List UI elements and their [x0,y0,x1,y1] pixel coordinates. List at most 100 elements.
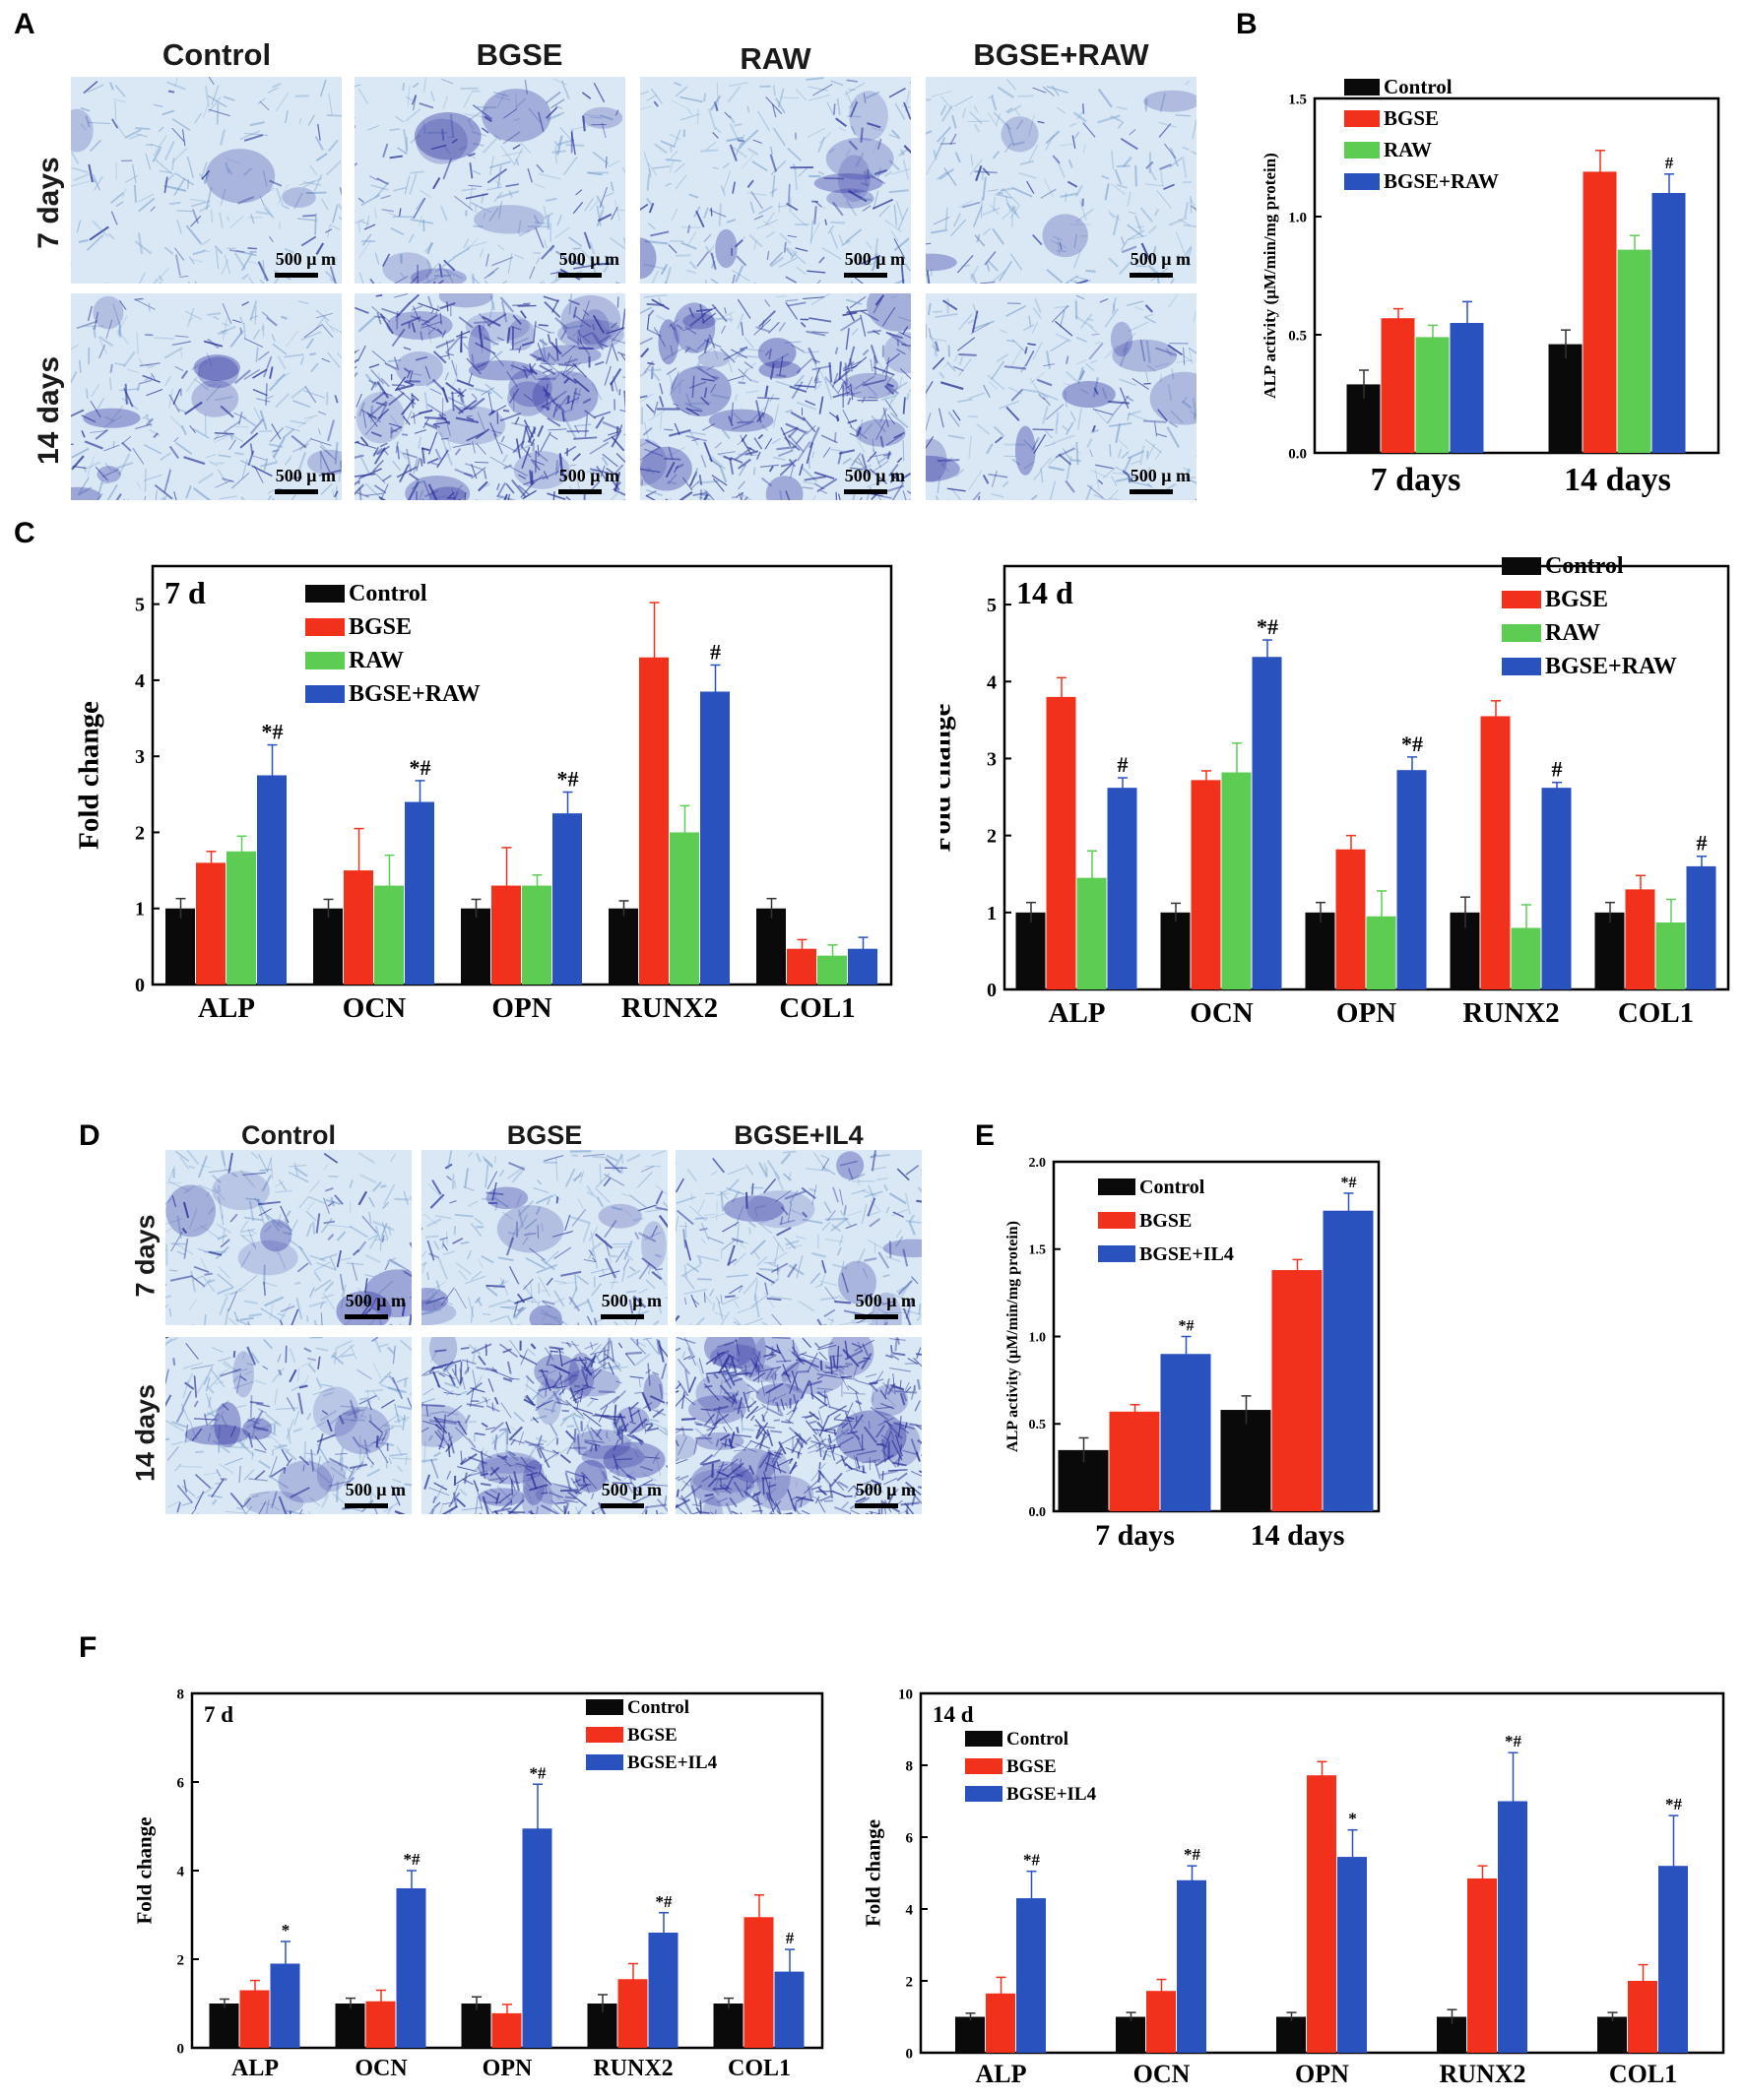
legend-swatch [1502,658,1541,675]
legend-swatch [965,1786,1002,1802]
micrograph-d-bgse-il4-14days: 500 μ m [676,1337,922,1514]
x-category-label: OCN [1133,2060,1191,2088]
bar-raw-alp [226,851,256,985]
significance-mark: *# [1665,1795,1683,1814]
significance-mark: # [786,1929,795,1947]
scale-bar-label: 500 μ m [558,249,619,269]
significance-mark: * [282,1921,291,1940]
panel-letter-c: C [14,517,35,549]
micrograph-texture [165,1337,412,1514]
scale-bar [601,1503,644,1508]
micrograph-raw-14days: 500 μ m [640,293,911,500]
y-tick-label: 1.0 [1288,210,1307,225]
legend-label: BGSE [1139,1210,1192,1232]
legend-swatch [1098,1212,1135,1229]
x-category-label: OPN [491,992,551,1024]
y-tick-label: 0 [135,975,145,996]
micrograph-raw-7days: 500 μ m [640,77,911,284]
x-category-label: ALP [1049,997,1106,1029]
bar-raw-7-days [1415,337,1450,453]
scale-bar [275,489,318,494]
significance-mark: *# [410,755,431,780]
bar-bgse-raw-opn [552,813,582,985]
significance-mark: # [1697,831,1708,856]
y-axis-label: ALP activity (μM/min/mg protein) [1004,1221,1021,1452]
bar-control-alp [209,2004,239,2048]
y-tick-label: 6 [177,1775,185,1791]
chart-f-14d-fold-change: 0 2 4 6 8 10 Fold change 14 d *# ALP *# OCN * OPN *# RU… [862,1686,1725,2088]
bar-control-alp [1015,912,1046,989]
micrograph-bgse-14days: 500 μ m [355,293,625,500]
bar-bgse-runx2 [1480,716,1511,989]
significance-mark: *# [1341,1175,1357,1191]
scale-bar-label: 500 μ m [844,249,905,269]
panel-letter-a: A [14,8,35,40]
x-category-label: ALP [976,2060,1027,2088]
bar-bgse-il4-ocn [1177,1879,1206,2053]
significance-mark: *# [1401,732,1423,756]
significance-mark: *# [1023,1851,1041,1870]
y-tick-label: 1.5 [1288,92,1307,107]
micrograph-texture [676,1337,922,1514]
x-category-label: COL1 [1609,2060,1677,2088]
x-category-label: OCN [355,2056,408,2081]
x-category-label: ALP [198,992,255,1024]
bar-bgse-raw-alp [1107,788,1137,989]
panel-a-col-bgse-raw: BGSE+RAW [973,37,1149,72]
bar-control-alp [165,908,195,985]
legend-label: RAW [1545,620,1600,646]
bar-control-col1 [1597,2016,1627,2053]
micrograph-texture [71,77,342,284]
bar-control-14-days [1548,344,1583,453]
micrograph-control-14days: 500 μ m [71,293,342,500]
x-category-label: RUNX2 [621,992,718,1024]
x-category-label: ALP [231,2056,279,2081]
scale-bar-label: 500 μ m [558,466,619,485]
y-tick-label: 1.0 [1029,1330,1047,1345]
micrograph-bgse-raw-7days: 500 μ m [926,77,1196,284]
bar-raw-ocn [1221,772,1252,989]
bar-bgse-raw-alp [257,775,287,985]
legend-swatch [305,652,345,669]
chart-title: 14 d [1016,575,1073,610]
y-axis-label: ALP activity (μM/min/mg protein) [1260,153,1279,399]
legend-swatch [1502,624,1541,642]
chart-title: 7 d [204,1702,233,1727]
y-tick-label: 0.0 [1029,1505,1047,1520]
micrograph-d-control-14days: 500 μ m [165,1337,412,1514]
legend-swatch [305,685,345,703]
micrograph-d-bgse-14days: 500 μ m [421,1337,668,1514]
scale-bar-label: 500 μ m [601,1480,662,1499]
significance-mark: *# [557,767,579,792]
legend-swatch [1344,110,1380,127]
bar-bgse-raw-runx2 [700,691,730,985]
panel-d-row-14days: 14 days [130,1383,161,1483]
significance-mark: # [1118,752,1129,777]
bar-bgse-7-days [1109,1411,1160,1511]
scale-bar-label: 500 μ m [275,249,336,269]
micrograph-texture [355,293,625,500]
bar-control-14-days [1220,1410,1271,1511]
scale-bar [275,273,318,278]
y-axis-label: Fold change [73,701,104,850]
bar-control-alp [955,2016,985,2053]
scale-bar-label: 500 μ m [601,1291,662,1310]
bar-raw-14-days [1617,249,1651,453]
significance-mark: *# [404,1850,421,1869]
scale-bar [345,1503,388,1508]
micrograph-bgse-raw-14days: 500 μ m [926,293,1196,500]
micrograph-texture [355,77,625,284]
panel-letter-f: F [79,1631,97,1664]
y-tick-label: 5 [135,595,145,616]
scale-bar [601,1314,644,1319]
significance-mark: *# [262,720,284,744]
bar-control-ocn [1160,912,1191,989]
y-tick-label: 3 [987,748,997,770]
significance-mark: *# [656,1892,674,1911]
bar-bgse-il4-7-days [1160,1354,1211,1511]
micrograph-texture [926,293,1196,500]
x-category-label: RUNX2 [1462,997,1559,1029]
y-tick-label: 5 [987,595,997,616]
bar-bgse-alp [196,862,226,985]
legend-label: RAW [1384,138,1432,161]
